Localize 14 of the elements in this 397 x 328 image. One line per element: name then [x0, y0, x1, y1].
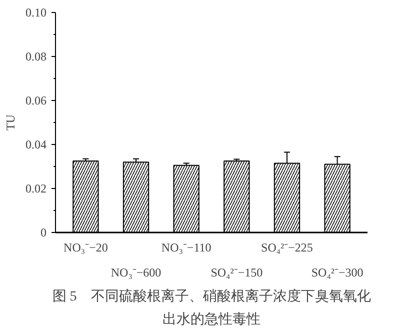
y-axis-title: TU — [4, 114, 18, 130]
x-tick-label: SO₄²⁻−150 — [210, 266, 263, 280]
y-tick-label: 0.06 — [26, 94, 46, 108]
x-tick-label: NO₃⁻−600 — [110, 266, 162, 280]
y-tick-label: 0.08 — [26, 50, 46, 64]
y-tick-label: 0.10 — [26, 6, 46, 20]
y-tick-label: 0.04 — [26, 138, 46, 152]
text: 图 5 不同硫酸根离子、硝酸根离子浓度下臭氧氧化出水的急性毒性 — [52, 288, 371, 328]
x-tick-label: NO₃⁻−110 — [161, 240, 212, 254]
x-tick-label: NO₃⁻−20 — [64, 240, 108, 254]
x-tick-label: SO₄²⁻−225 — [261, 240, 313, 254]
x-tick-label: SO₄²⁻−300 — [311, 266, 364, 280]
y-tick-label: 0 — [40, 226, 46, 240]
y-tick-label: 0.02 — [26, 182, 46, 196]
